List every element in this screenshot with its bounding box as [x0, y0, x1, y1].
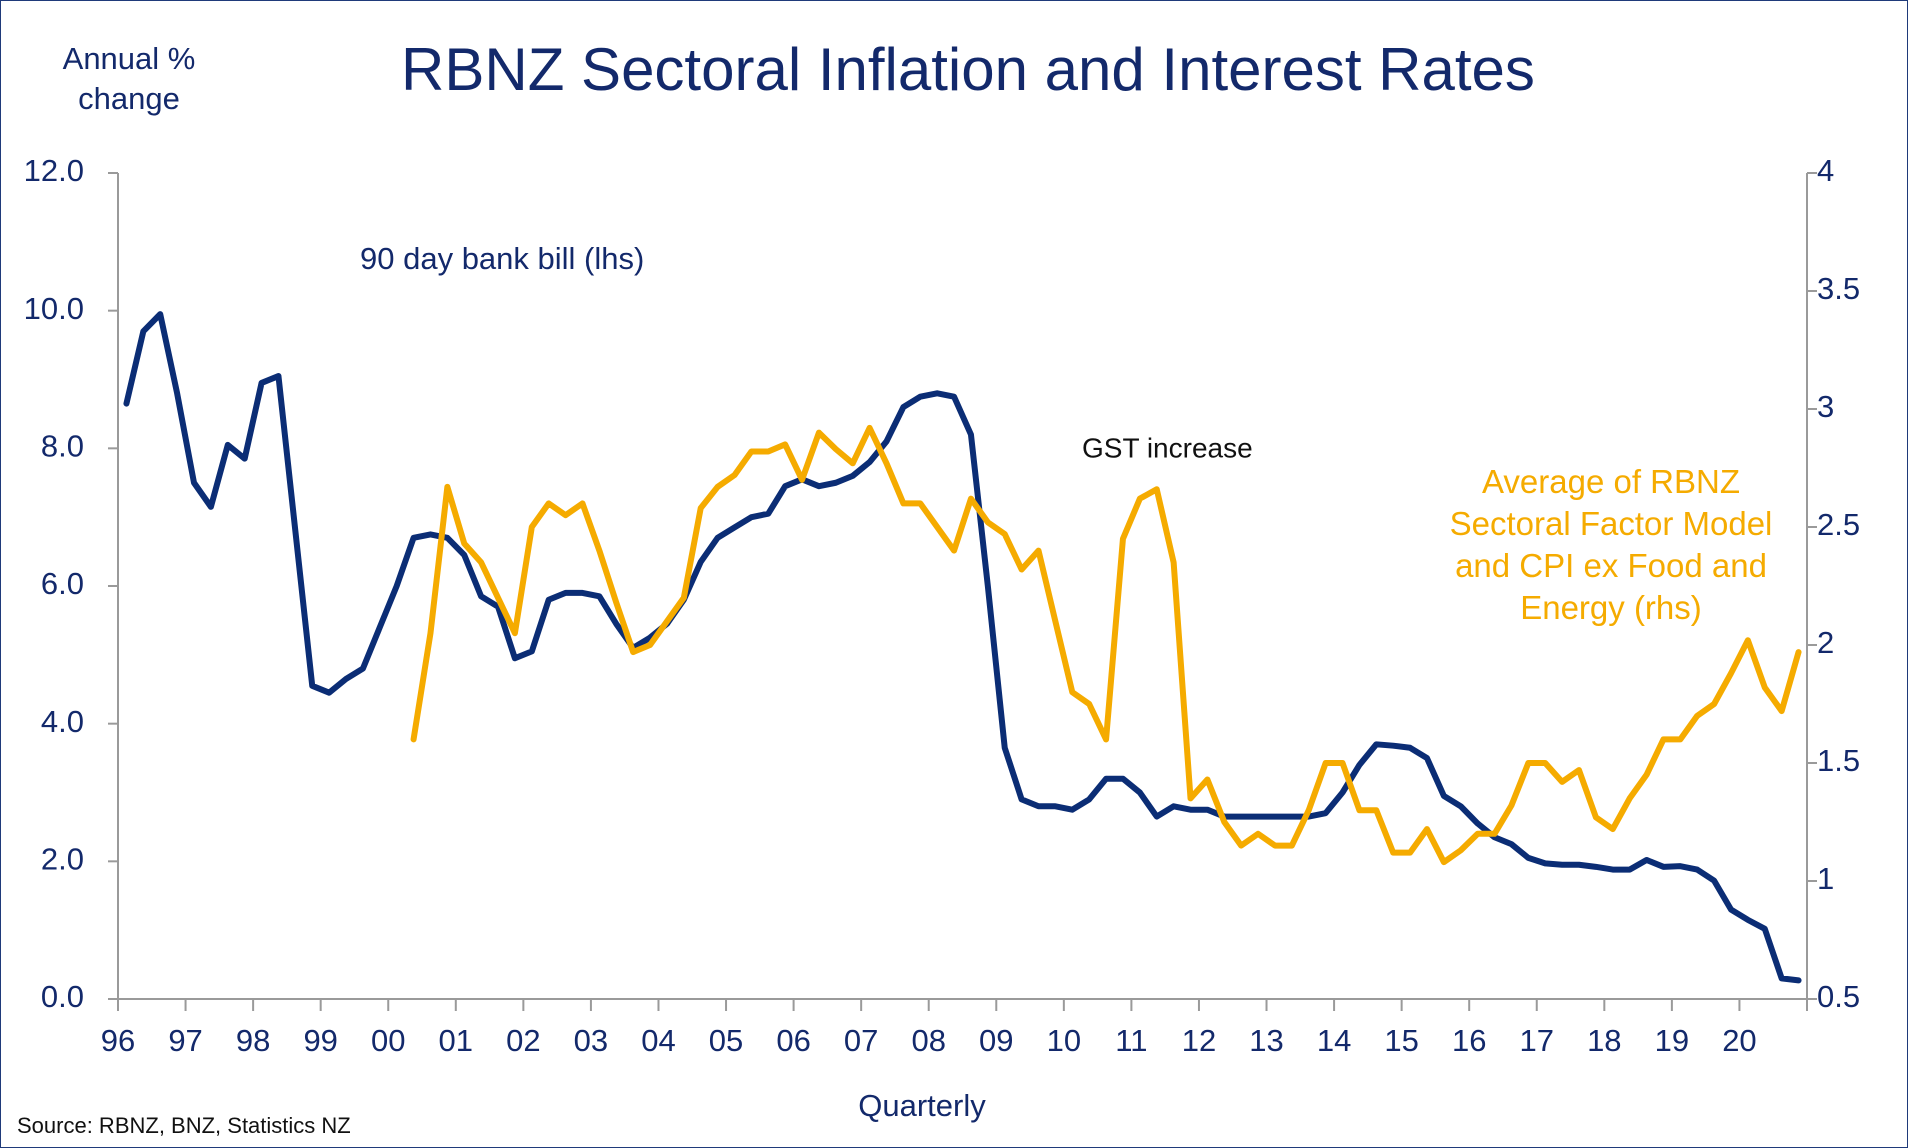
x-tick-label: 06	[776, 1023, 810, 1058]
y-tick-label: 6.0	[41, 566, 84, 601]
x-tick-label: 04	[641, 1023, 675, 1058]
annotation: GST increase	[1082, 432, 1253, 463]
y2-tick-label: 2	[1817, 625, 1834, 660]
y-tick-label: 8.0	[41, 429, 84, 464]
y2-tick-label: 0.5	[1817, 979, 1860, 1014]
x-tick-label: 03	[574, 1023, 608, 1058]
x-tick-label: 19	[1655, 1023, 1689, 1058]
y2-tick-label: 2.5	[1817, 507, 1860, 542]
y-tick-label: 2.0	[41, 842, 84, 877]
x-tick-label: 08	[911, 1023, 945, 1058]
x-tick-label: 13	[1249, 1023, 1283, 1058]
x-tick-label: 16	[1452, 1023, 1486, 1058]
x-tick-label: 99	[303, 1023, 337, 1058]
x-tick-label: 18	[1587, 1023, 1621, 1058]
x-tick-label: 01	[439, 1023, 473, 1058]
chart-title: RBNZ Sectoral Inflation and Interest Rat…	[401, 36, 1535, 103]
x-tick-label: 12	[1182, 1023, 1216, 1058]
x-tick-label: 11	[1115, 1023, 1147, 1058]
y2-tick-label: 3	[1817, 389, 1834, 424]
y-tick-label: 0.0	[41, 979, 84, 1014]
y2-tick-label: 3.5	[1817, 271, 1860, 306]
y-axis-label: Annual % change	[62, 41, 196, 117]
x-tick-label: 14	[1317, 1023, 1351, 1058]
x-tick-label: 97	[168, 1023, 202, 1058]
y-tick-label: 4.0	[41, 704, 84, 739]
x-tick-label: 02	[506, 1023, 540, 1058]
x-axis-label: Quarterly	[858, 1088, 986, 1123]
x-tick-label: 10	[1047, 1023, 1081, 1058]
x-tick-label: 17	[1520, 1023, 1554, 1058]
x-tick-label: 98	[236, 1023, 270, 1058]
series-annotation: 90 day bank bill (lhs)	[360, 241, 644, 276]
x-tick-label: 09	[979, 1023, 1013, 1058]
series-line	[123, 311, 1802, 984]
x-tick-label: 07	[844, 1023, 878, 1058]
x-tick-label: 96	[101, 1023, 135, 1058]
x-tick-label: 05	[709, 1023, 743, 1058]
series-line	[410, 424, 1802, 866]
series-annotation: Average of RBNZ Sectoral Factor Model an…	[1449, 463, 1773, 626]
y-tick-label: 10.0	[24, 291, 84, 326]
y-tick-label: 12.0	[24, 153, 84, 188]
y2-tick-label: 4	[1817, 153, 1834, 188]
y2-tick-label: 1.5	[1817, 743, 1860, 778]
y2-tick-label: 1	[1817, 861, 1834, 896]
x-tick-label: 00	[371, 1023, 405, 1058]
x-tick-label: 15	[1384, 1023, 1418, 1058]
source: Source: RBNZ, BNZ, Statistics NZ	[17, 1113, 351, 1138]
x-tick-label: 20	[1722, 1023, 1756, 1058]
